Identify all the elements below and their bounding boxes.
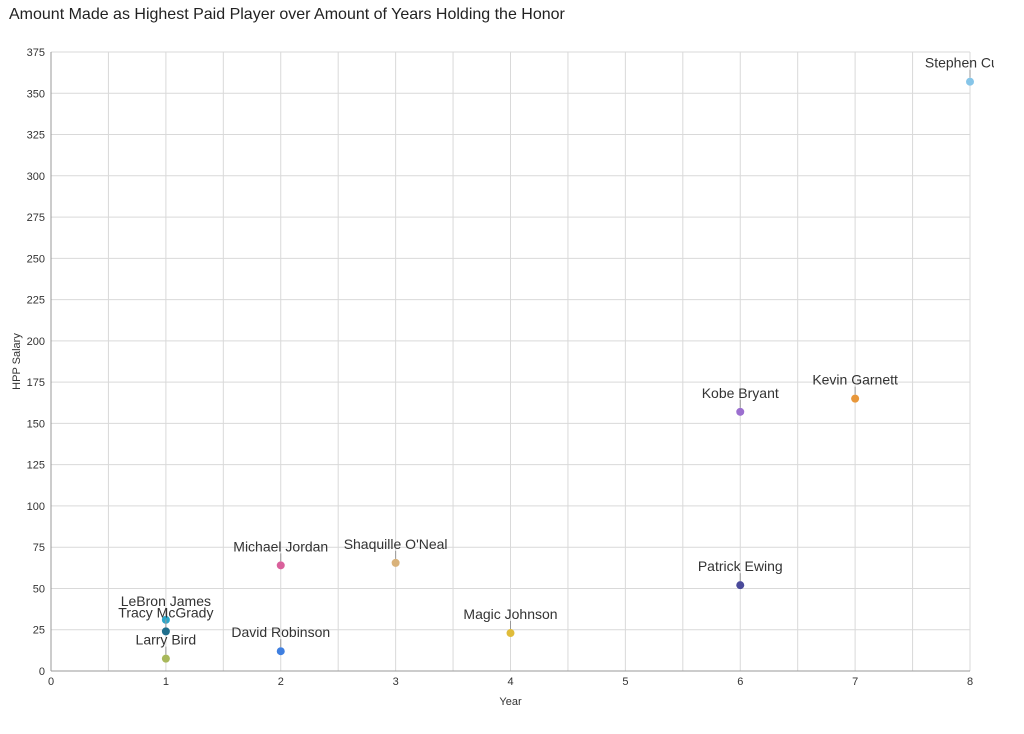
data-point[interactable]: [736, 581, 745, 590]
chart-title: Amount Made as Highest Paid Player over …: [9, 6, 565, 23]
point-label: David Robinson: [231, 624, 330, 640]
y-tick-label: 0: [39, 666, 45, 678]
point-label: Shaquille O'Neal: [344, 536, 448, 552]
y-tick-label: 175: [27, 377, 45, 389]
y-tick-label: 250: [27, 253, 45, 265]
y-tick-label: 200: [27, 336, 45, 348]
y-tick-label: 325: [27, 130, 45, 142]
grid: [50, 51, 971, 672]
x-tick-label: 5: [622, 676, 628, 688]
y-tick-label: 75: [33, 542, 45, 554]
axes: [50, 52, 970, 672]
y-tick-label: 275: [27, 212, 45, 224]
x-tick-label: 2: [278, 676, 284, 688]
data-point[interactable]: [276, 647, 285, 656]
x-axis-title: Year: [499, 696, 522, 708]
y-tick-label: 50: [33, 583, 45, 595]
tick-labels: 0 1 2 3 4 5 6 7 8 0 25 50 75 100 125 150 175 200 225 250 275…: [27, 47, 973, 688]
data-point[interactable]: [736, 407, 745, 416]
x-tick-label: 8: [967, 676, 973, 688]
y-tick-label: 225: [27, 295, 45, 307]
point-label: Tracy McGrady: [118, 604, 213, 620]
data-point[interactable]: [966, 77, 974, 86]
x-tick-label: 4: [507, 676, 513, 688]
x-tick-label: 3: [393, 676, 399, 688]
y-tick-label: 300: [27, 171, 45, 183]
y-tick-label: 350: [27, 88, 45, 100]
point-label: Patrick Ewing: [698, 558, 783, 574]
point-label: Stephen Curry: [925, 55, 1015, 71]
x-tick-label: 1: [163, 676, 169, 688]
point-label: Kobe Bryant: [702, 385, 779, 401]
data-point[interactable]: [391, 558, 400, 567]
point-label: Magic Johnson: [463, 606, 557, 622]
point-label: Kevin Garnett: [812, 372, 898, 388]
x-tick-label: 6: [737, 676, 743, 688]
y-tick-label: 100: [27, 501, 45, 513]
point-label: LeBron James: [121, 593, 211, 609]
data-point[interactable]: [161, 627, 170, 636]
data-point[interactable]: [276, 561, 285, 570]
point-label: Larry Bird: [136, 632, 197, 648]
x-tick-label: 0: [48, 676, 54, 688]
y-axis-title: HPP Salary: [11, 333, 23, 390]
y-tick-label: 150: [27, 418, 45, 430]
point-label: Michael Jordan: [233, 538, 328, 554]
data-point[interactable]: [851, 394, 860, 403]
y-tick-label: 375: [27, 47, 45, 59]
data-point[interactable]: [506, 629, 515, 638]
data-point[interactable]: [161, 654, 170, 663]
y-tick-label: 25: [33, 625, 45, 637]
y-tick-label: 125: [27, 460, 45, 472]
x-tick-label: 7: [852, 676, 858, 688]
